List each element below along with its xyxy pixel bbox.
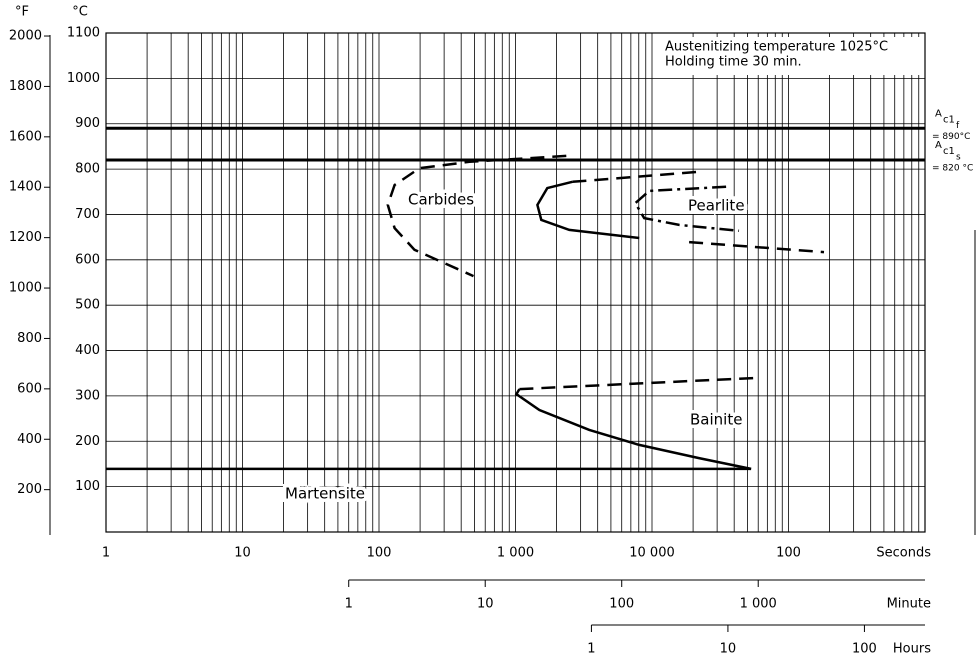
x-tick-label: 100: [367, 546, 392, 561]
plot-frame: [105, 32, 926, 533]
y2-tick-label: 1200: [9, 230, 42, 245]
region-label: Pearlite: [688, 197, 745, 215]
y2-tick-label: 1000: [9, 281, 42, 296]
y2-tick-label: 400: [17, 432, 42, 447]
x-axis-label: Seconds: [876, 546, 931, 561]
curve: [386, 154, 567, 278]
y-tick-label: 400: [75, 343, 100, 358]
y-tick-label: 1000: [67, 71, 100, 86]
info-text: Austenitizing temperature 1025°C: [665, 40, 888, 55]
time-axis-label: Hours: [893, 642, 931, 657]
y2-tick-label: 600: [17, 381, 42, 396]
time-axis-tick-label: 10: [477, 597, 494, 612]
y2-tick-label: 2000: [9, 29, 42, 44]
y-tick-label: 300: [75, 388, 100, 403]
y2-tick-label: 1400: [9, 180, 42, 195]
y2-tick-label: 200: [17, 482, 42, 497]
curve: [519, 376, 760, 391]
ref-subsub: s: [956, 153, 961, 163]
time-axis-tick-label: 100: [852, 642, 877, 657]
y2-tick-label: 1800: [9, 79, 42, 94]
x-tick-label: 100: [776, 546, 801, 561]
curve: [633, 185, 740, 233]
curve: [536, 180, 640, 240]
y-tick-label: 200: [75, 434, 100, 449]
y-tick-label: 800: [75, 162, 100, 177]
region-label: Martensite: [285, 485, 365, 503]
ref-subsub: f: [956, 121, 960, 131]
y2-tick-label: 800: [17, 331, 42, 346]
y2-tick-label: 1600: [9, 129, 42, 144]
ref-sub: c1: [943, 114, 955, 125]
y-tick-label: 500: [75, 298, 100, 313]
region-label: Bainite: [690, 411, 742, 429]
curve: [689, 240, 825, 254]
x-tick-label: 1 000: [497, 546, 534, 561]
time-axis-tick-label: 10: [720, 642, 737, 657]
curve: [514, 388, 752, 471]
y-tick-label: 100: [75, 479, 100, 494]
y-tick-label: 1100: [67, 26, 100, 41]
time-axis-tick-label: 1 000: [740, 597, 777, 612]
region-label: Carbides: [408, 191, 474, 209]
info-box: [658, 37, 924, 75]
ref-label: = 820 °C: [932, 164, 973, 174]
x-tick-label: 10: [234, 546, 251, 561]
ref-symbol: A: [935, 108, 942, 119]
y-tick-label: 700: [75, 207, 100, 222]
time-axis-tick-label: 1: [345, 597, 353, 612]
y-tick-label: 900: [75, 116, 100, 131]
x-tick-label: 1: [102, 546, 110, 561]
ref-sub: c1: [943, 146, 955, 157]
time-axis-label: Minute: [887, 597, 931, 612]
ref-symbol: A: [935, 140, 942, 151]
time-axis-tick-label: 1: [587, 642, 595, 657]
x-tick-label: 10 000: [629, 546, 675, 561]
ref-label: = 890°C: [932, 132, 970, 142]
y-tick-label: 600: [75, 252, 100, 267]
c-axis-label: °C: [72, 5, 88, 20]
info-text: Holding time 30 min.: [665, 55, 802, 70]
time-axis-tick-label: 100: [609, 597, 634, 612]
f-axis-label: °F: [15, 5, 29, 20]
